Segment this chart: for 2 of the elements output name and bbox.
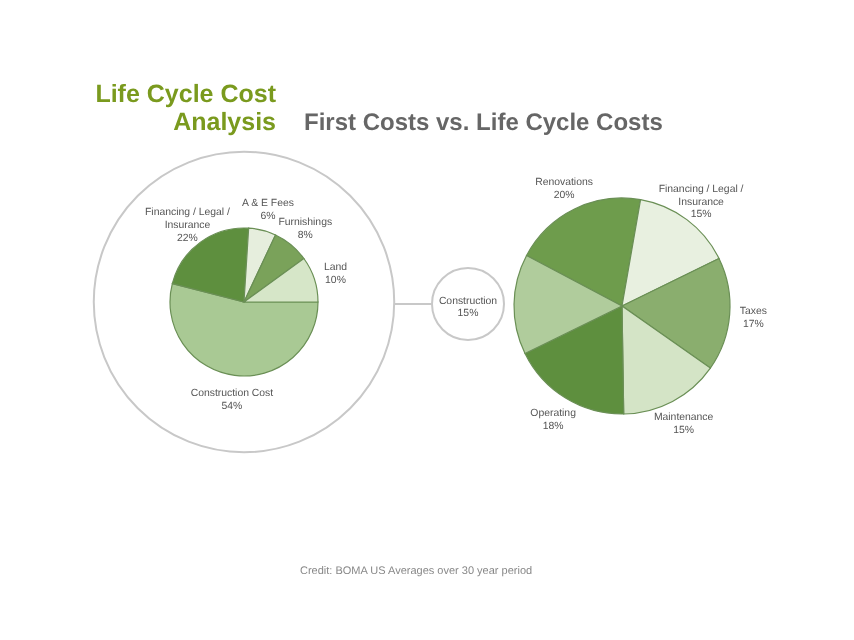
chart-title: Life Cycle Cost Analysis	[95, 80, 278, 136]
text: First Costs vs. Life Cycle Costs	[304, 108, 664, 136]
